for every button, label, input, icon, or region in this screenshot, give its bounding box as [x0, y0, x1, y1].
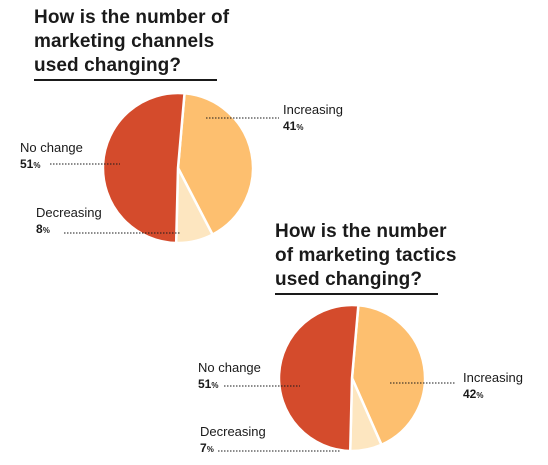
- chart-2-value-decreasing: 7%: [200, 441, 214, 455]
- chart-1-label-decreasing: Decreasing: [36, 205, 102, 220]
- chart-1-value-no-change: 51%: [20, 157, 40, 171]
- chart-1-title-rule: [34, 79, 217, 81]
- chart-2-slice-increasing: [350, 304, 427, 447]
- chart-1-slice-no-change: [101, 91, 186, 245]
- chart-1-label-no-change: No change: [20, 140, 83, 155]
- chart-1-label-increasing: Increasing: [283, 102, 343, 117]
- chart-2-label-decreasing: Decreasing: [200, 424, 266, 439]
- chart-2-title-rule: [275, 293, 438, 295]
- chart-2-title: How is the number of marketing tactics u…: [275, 221, 457, 290]
- chart-2-label-no-change: No change: [198, 360, 261, 375]
- chart-2-value-no-change: 51%: [198, 377, 218, 391]
- chart-1-value-increasing: 41%: [283, 119, 303, 133]
- chart-2-value-increasing: 42%: [463, 387, 483, 401]
- chart-2-slice-no-change: [277, 303, 360, 453]
- chart-2-label-increasing: Increasing: [463, 370, 523, 385]
- chart-1-title: How is the number of marketing channels …: [34, 7, 230, 76]
- chart-1-value-decreasing: 8%: [36, 222, 50, 236]
- chart-1-slice-increasing: [176, 92, 255, 236]
